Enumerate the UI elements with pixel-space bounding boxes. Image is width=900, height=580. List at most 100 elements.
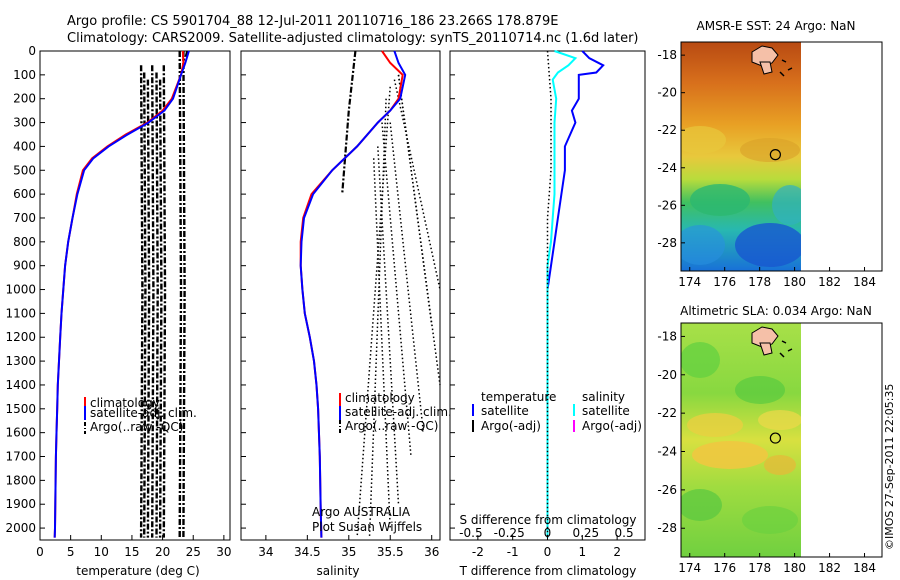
map-y-tick-label: -18 [657, 48, 677, 62]
argo-raw-column [182, 50, 186, 538]
y-tick-label: 1000 [5, 283, 36, 297]
argo-location-marker [769, 432, 781, 444]
y-tick-label: 1300 [5, 354, 36, 368]
s-tick-label: -0.5 [459, 526, 482, 540]
argo-location-marker [769, 149, 781, 161]
argo-raw-column [155, 72, 159, 538]
sla-map-frame [680, 322, 883, 558]
legend-label-climatology: climatology [345, 391, 415, 405]
salinity-axes-box [240, 50, 441, 541]
x-tick-label: -2 [472, 545, 484, 559]
map-x-tick-label: 178 [748, 561, 771, 575]
argo-raw-column [146, 79, 151, 538]
map-y-tick-label: -28 [657, 521, 677, 535]
s-diff-xlabel: S difference from climatology [460, 513, 637, 527]
x-tick-label: 35 [341, 545, 356, 559]
sla-map-title: Altimetric SLA: 0.034 Argo: NaN [680, 304, 872, 318]
temperature-axes-box [39, 50, 231, 541]
argo-raw-column [151, 65, 155, 538]
y-tick-label: 2000 [5, 521, 36, 535]
series-line-blue [299, 50, 407, 538]
x-tick-label: 2 [613, 545, 621, 559]
legend-label-argo: Argo(..raw -QC) [90, 420, 183, 434]
map-y-tick-label: -18 [657, 329, 677, 343]
y-tick-label: 700 [13, 211, 36, 225]
x-tick-label: 36 [424, 545, 439, 559]
argo-raw-column [139, 65, 144, 538]
y-tick-label: 200 [13, 92, 36, 106]
sst-map-frame [680, 41, 883, 272]
s-tick-label: 0 [544, 526, 552, 540]
argo-raw-column [178, 50, 183, 538]
series-line-cyan [546, 50, 578, 538]
y-tick-label: 800 [13, 235, 36, 249]
y-tick-label: 1500 [5, 402, 36, 416]
fiji-island [751, 326, 793, 358]
y-tick-label: 300 [13, 116, 36, 130]
x-tick-label: 0 [36, 545, 44, 559]
argo-raw-surface [182, 50, 189, 61]
argo-raw-column [158, 79, 163, 538]
map-x-tick-label: 178 [748, 275, 771, 289]
map-y-tick-label: -24 [657, 161, 677, 175]
map-x-tick-label: 174 [678, 561, 701, 575]
s-tick-label: -0.25 [494, 526, 525, 540]
legend-label-t-argo: Argo(-adj) [481, 419, 541, 433]
legend-label-t-satellite: satellite [481, 404, 529, 418]
map-x-tick-label: 184 [853, 275, 876, 289]
legend-title-temperature: temperature [481, 390, 556, 404]
y-tick-label: 600 [13, 187, 36, 201]
map-y-tick-label: -22 [657, 406, 677, 420]
y-tick-label: 1200 [5, 330, 36, 344]
map-y-tick-label: -24 [657, 445, 677, 459]
argo-dotted-segment [372, 158, 391, 529]
sla-patches [681, 342, 801, 534]
s-tick-label: 0.5 [615, 526, 634, 540]
map-y-tick-label: -20 [657, 86, 677, 100]
temperature-legend: climatology satellite-adj. clim. Argo(..… [84, 396, 197, 434]
difference-legend: temperature satellite Argo(-adj) salinit… [472, 390, 642, 433]
y-tick-label: 1800 [5, 473, 36, 487]
y-tick-label: 1600 [5, 426, 36, 440]
legend-label-climatology: climatology [90, 396, 160, 410]
map-y-tick-label: -22 [657, 123, 677, 137]
x-tick-label: 34 [258, 545, 273, 559]
map-x-tick-label: 176 [713, 561, 736, 575]
legend-label-s-argo: Argo(-adj) [582, 419, 642, 433]
legend-title-salinity: salinity [582, 390, 625, 404]
x-tick-label: 15 [124, 545, 139, 559]
sla-map-panel: Altimetric SLA: 0.034 Argo: NaN 174 176 17… [657, 304, 883, 575]
sst-map-panel: AMSR-E SST: 24 Argo: NaN 174 176 178 180 182… [657, 19, 883, 289]
copyright-timestamp: ©IMOS 27-Sep-2011 22:05:35 [883, 384, 896, 550]
y-tick-label: 1900 [5, 497, 36, 511]
map-x-tick-label: 180 [783, 561, 806, 575]
credit-line2: Plot Susan Wijffels [312, 520, 422, 534]
argo-raw-column [162, 65, 167, 538]
difference-panel: -2 -1 0 1 2 -0.5 -0.25 0 0.25 0.5 T difference fr… [449, 50, 646, 578]
figure-title-line2: Climatology: CARS2009. Satellite-adjuste… [67, 31, 639, 46]
fiji-island [751, 45, 793, 77]
credit-line1: Argo AUSTRALIA [312, 505, 411, 519]
y-tick-label: 500 [13, 163, 36, 177]
salinity-legend: climatology satellite-adj. clim. Argo(..… [339, 391, 452, 434]
legend-label-satellite-adj: satellite-adj. clim. [90, 406, 197, 420]
y-tick-label: 1700 [5, 450, 36, 464]
x-tick-label: 35.5 [377, 545, 404, 559]
map-x-tick-label: 180 [783, 275, 806, 289]
map-y-tick-label: -26 [657, 483, 677, 497]
y-tick-label: 0 [28, 44, 36, 58]
sst-patches [681, 126, 801, 267]
salinity-panel: 34 34.5 35 35.5 36 salinity climatology sate… [240, 50, 452, 578]
y-tick-label: 1400 [5, 378, 36, 392]
temperature-xlabel: temperature (deg C) [76, 564, 199, 578]
s-tick-label: 0.25 [572, 526, 599, 540]
map-y-tick-label: -28 [657, 236, 677, 250]
y-tick-label: 400 [13, 139, 36, 153]
legend-label-satellite-adj: satellite-adj. clim. [345, 405, 452, 419]
x-tick-label: -1 [507, 545, 519, 559]
x-tick-label: 10 [94, 545, 109, 559]
sst-map-title: AMSR-E SST: 24 Argo: NaN [697, 19, 856, 33]
temperature-panel: 0 5 10 15 20 25 30 0 100 200 300 400 500 600 700 800 90… [5, 44, 231, 578]
figure-title-line1: Argo profile: CS 5901704_88 12-Jul-2011 … [67, 14, 558, 29]
